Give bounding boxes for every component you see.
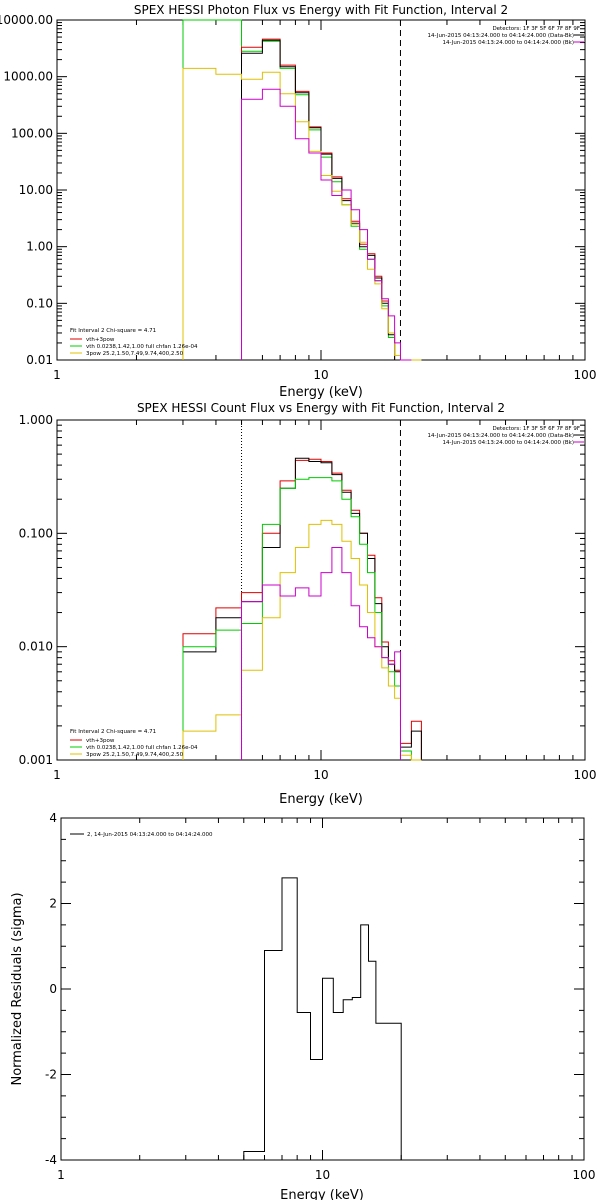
- y-tick-label: -2: [45, 1068, 57, 1082]
- y-tick-label: 0.010: [19, 640, 53, 654]
- y-tick-label: 2: [49, 897, 57, 911]
- photon-detectors-label: Detectors: 1F 3F 5F 6F 7F 8F 9F: [492, 26, 580, 32]
- count-fit-model: vth+3pow: [86, 738, 115, 744]
- photon-bk-interval-label: 14-Jun-2015 04:13:24.000 to 04:14:24.000…: [442, 40, 574, 46]
- y-tick-label: 0.001: [19, 753, 53, 767]
- photon-data-interval-label: 14-Jun-2015 04:13:24.000 to 04:14:24.000…: [428, 33, 574, 39]
- count-bk-interval-label: 14-Jun-2015 04:13:24.000 to 04:14:24.000…: [442, 440, 574, 446]
- series-black-histogram: [243, 877, 402, 1160]
- residuals-legend-label: 2, 14-Jun-2015 04:13:24.000 to 04:14:24.…: [87, 832, 213, 838]
- series-magenta-histogram: [241, 88, 412, 361]
- series-yellow-histogram: [182, 67, 422, 361]
- photon-fit-model: vth+3pow: [86, 337, 115, 343]
- photon-flux-frame: [56, 19, 586, 361]
- count-fit-vth: vth 0.0238,1.42,1.00 full chfan 1.26e-04: [86, 745, 198, 751]
- x-tick-label: 1: [57, 1168, 65, 1182]
- y-tick-label: 0: [49, 982, 57, 996]
- count-x-axis-label: Energy (keV): [279, 792, 363, 807]
- y-tick-label: -4: [45, 1153, 57, 1167]
- y-tick-label: 0.01: [26, 353, 53, 367]
- y-tick-label: 1.000: [19, 413, 53, 427]
- x-tick-label: 10: [313, 768, 328, 782]
- photon-flux-panel: SPEX HESSI Photon Flux vs Energy with Fi…: [0, 3, 596, 400]
- x-tick-label: 10: [315, 1168, 330, 1182]
- photon-flux-title: SPEX HESSI Photon Flux vs Energy with Fi…: [134, 3, 508, 17]
- x-tick-label: 100: [574, 368, 597, 382]
- count-flux-panel: SPEX HESSI Count Flux vs Energy with Fit…: [19, 401, 597, 807]
- y-tick-label: 100.00: [11, 126, 53, 140]
- count-data-interval-label: 14-Jun-2015 04:13:24.000 to 04:14:24.000…: [428, 433, 574, 439]
- x-tick-label: 10: [313, 368, 328, 382]
- photon-x-axis-label: Energy (keV): [279, 385, 363, 400]
- y-tick-label: 0.10: [26, 296, 53, 310]
- series-yellow-histogram: [182, 519, 422, 761]
- count-fit-summary: Fit Interval 2 Chi-square = 4.71: [70, 729, 156, 735]
- y-tick-label: 1000.00: [3, 70, 53, 84]
- residuals-x-axis-label: Energy (keV): [280, 1188, 364, 1200]
- series-red-histogram: [241, 38, 412, 361]
- y-tick-label: 4: [49, 811, 57, 825]
- y-tick-label: 10000.00: [0, 13, 53, 27]
- residuals-y-axis-label: Normalized Residuals (sigma): [10, 892, 25, 1085]
- count-fit-3pow: 3pow 25.2,1.50,7.49,9.74,400,2.50: [86, 752, 184, 758]
- residuals-panel: 1 10 100 4 2 0 -2 -4 2, 14-Jun-2015 04:13:24.00…: [10, 811, 595, 1200]
- photon-fit-3pow: 3pow 25.2,1.50,7.49,9.74,400,2.50: [86, 351, 184, 357]
- x-tick-label: 1: [53, 768, 61, 782]
- photon-fit-vth: vth 0.0238,1.42,1.00 full chfan 1.26e-04: [86, 344, 198, 350]
- series-black-histogram: [241, 39, 412, 361]
- y-tick-label: 1.00: [26, 240, 53, 254]
- photon-fit-summary: Fit Interval 2 Chi-square = 4.71: [70, 328, 156, 334]
- x-tick-label: 100: [573, 1168, 596, 1182]
- count-detectors-label: Detectors: 1F 3F 5F 6F 7F 8F 9F: [492, 426, 580, 432]
- y-tick-label: 10.00: [19, 183, 53, 197]
- x-tick-label: 1: [53, 368, 61, 382]
- count-flux-title: SPEX HESSI Count Flux vs Energy with Fit…: [137, 401, 505, 415]
- x-tick-label: 100: [574, 768, 597, 782]
- series-magenta-histogram: [241, 547, 401, 760]
- y-tick-label: 0.100: [19, 526, 53, 540]
- series-green-histogram: [182, 477, 422, 761]
